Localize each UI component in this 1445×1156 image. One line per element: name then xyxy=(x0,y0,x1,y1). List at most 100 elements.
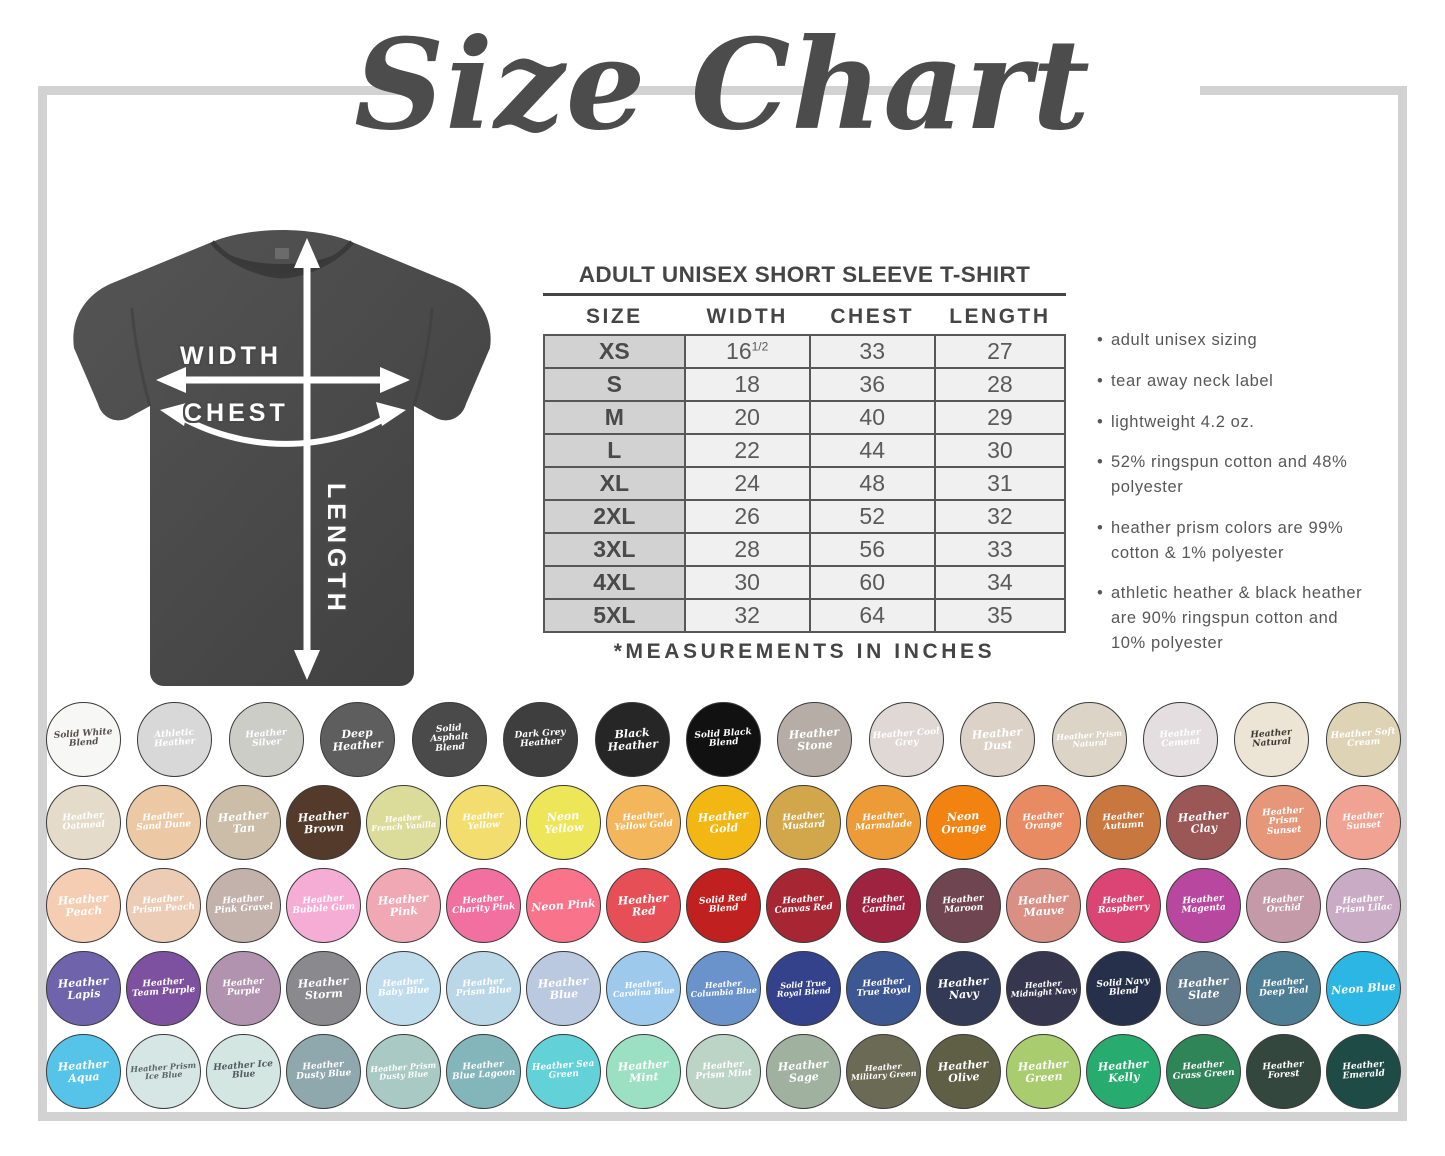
color-swatch[interactable]: Neon Pink xyxy=(526,868,601,943)
color-swatch[interactable]: Deep Heather xyxy=(320,702,396,777)
color-swatch[interactable]: Heather Prism Peach xyxy=(126,868,201,943)
color-swatch[interactable]: Heather Forest xyxy=(1246,1034,1321,1109)
color-swatch[interactable]: Heather Maroon xyxy=(926,868,1001,943)
color-swatch[interactable]: Heather Grass Green xyxy=(1166,1034,1241,1109)
color-swatch[interactable]: Heather Olive xyxy=(926,1034,1001,1109)
color-swatch[interactable]: Heather Autumn xyxy=(1086,785,1161,860)
color-swatch[interactable]: Heather Deep Teal xyxy=(1246,951,1321,1026)
cell-size: XS xyxy=(543,334,686,369)
color-swatch[interactable]: Heather Green xyxy=(1006,1034,1081,1109)
color-swatch[interactable]: Heather Baby Blue xyxy=(366,951,441,1026)
color-swatch[interactable]: Heather Blue Lagoon xyxy=(446,1034,521,1109)
color-swatch[interactable]: Solid Navy Blend xyxy=(1086,951,1161,1026)
color-swatch[interactable]: Heather Dusty Blue xyxy=(286,1034,361,1109)
color-swatch[interactable]: Heather Purple xyxy=(206,951,281,1026)
color-swatch[interactable]: Heather Cardinal xyxy=(846,868,921,943)
color-swatch[interactable]: Heather Yellow Gold xyxy=(606,785,681,860)
color-swatch[interactable]: Solid Black Blend xyxy=(685,702,761,777)
color-swatch[interactable]: Heather Red xyxy=(606,868,681,943)
color-swatch[interactable]: Black Heather xyxy=(594,702,670,777)
color-swatch[interactable]: Heather Cool Grey xyxy=(868,702,944,777)
color-swatch[interactable]: Heather Prism Blue xyxy=(446,951,521,1026)
color-swatch[interactable]: Heather Midnight Navy xyxy=(1006,951,1081,1026)
table-row: 5XL 32 64 35 xyxy=(543,598,1067,633)
color-swatch[interactable]: Heather Cement xyxy=(1143,702,1219,777)
color-swatch[interactable]: Heather Peach xyxy=(46,868,121,943)
color-swatch[interactable]: Heather Brown xyxy=(286,785,361,860)
color-swatch[interactable]: Heather Blue xyxy=(526,951,601,1026)
color-swatch[interactable]: Dark Grey Heather xyxy=(503,702,579,777)
color-swatch[interactable]: Heather Navy xyxy=(926,951,1001,1026)
color-swatch[interactable]: Heather Orchid xyxy=(1246,868,1321,943)
decorative-border xyxy=(38,86,1407,1121)
color-swatch[interactable]: Heather True Royal xyxy=(846,951,921,1026)
color-swatch[interactable]: Neon Blue xyxy=(1326,951,1401,1026)
color-swatch[interactable]: Heather Oatmeal xyxy=(46,785,121,860)
color-swatch[interactable]: Heather Military Green xyxy=(846,1034,921,1109)
color-swatch[interactable]: Heather Stone xyxy=(777,702,853,777)
color-swatch[interactable]: Heather Raspberry xyxy=(1086,868,1161,943)
shirt-chest-label: CHEST xyxy=(184,399,289,427)
color-swatch[interactable]: Heather Prism Dusty Blue xyxy=(366,1034,441,1109)
feature-item: athletic heather & black heather are 90%… xyxy=(1097,581,1375,655)
column-header-length: LENGTH xyxy=(949,305,1051,328)
color-swatch[interactable]: Heather Sunset xyxy=(1326,785,1401,860)
color-swatch[interactable]: Heather Mint xyxy=(606,1034,681,1109)
color-swatch[interactable]: Heather Slate xyxy=(1166,951,1241,1026)
color-swatch[interactable]: Heather Columbia Blue xyxy=(686,951,761,1026)
color-swatch[interactable]: Heather Yellow xyxy=(446,785,521,860)
color-swatch[interactable]: Heather Mauve xyxy=(1006,868,1081,943)
feature-item: 52% ringspun cotton and 48% polyester xyxy=(1097,450,1375,500)
color-swatch[interactable]: Heather Team Purple xyxy=(126,951,201,1026)
color-swatch[interactable]: Neon Yellow xyxy=(526,785,601,860)
swatch-label: Heather Military Green xyxy=(850,1061,917,1083)
color-swatch[interactable]: Heather Sand Dune xyxy=(126,785,201,860)
color-swatch[interactable]: Heather Aqua xyxy=(46,1034,121,1109)
color-swatch[interactable]: Heather Sage xyxy=(766,1034,841,1109)
swatch-label: Heather Mustard xyxy=(782,810,826,833)
color-swatch[interactable]: Heather Natural xyxy=(1234,702,1310,777)
color-swatch[interactable]: Heather Pink xyxy=(366,868,441,943)
color-swatch[interactable]: Solid Red Blend xyxy=(686,868,761,943)
color-swatch[interactable]: Heather Sea Green xyxy=(526,1034,601,1109)
color-swatch[interactable]: Heather Storm xyxy=(286,951,361,1026)
color-swatch[interactable]: Heather Magenta xyxy=(1166,868,1241,943)
color-swatch[interactable]: Heather Mustard xyxy=(766,785,841,860)
swatch-label: Heather Prism Peach xyxy=(132,893,196,917)
color-swatch[interactable]: Heather Prism Mint xyxy=(686,1034,761,1109)
color-swatch[interactable]: Athletic Heather xyxy=(137,702,213,777)
color-swatch[interactable]: Solid True Royal Blend xyxy=(766,951,841,1026)
color-swatch[interactable]: Heather Kelly xyxy=(1086,1034,1161,1109)
color-swatch[interactable]: Heather Ice Blue xyxy=(206,1034,281,1109)
color-swatch[interactable]: Heather Prism Sunset xyxy=(1246,785,1321,860)
color-swatch[interactable]: Heather Lapis xyxy=(46,951,121,1026)
color-swatch[interactable]: Heather Clay xyxy=(1166,785,1241,860)
swatch-label: Heather Midnight Navy xyxy=(1010,978,1078,1000)
column-header-width: WIDTH xyxy=(706,305,788,328)
color-swatch[interactable]: Heather Pink Gravel xyxy=(206,868,281,943)
color-swatch[interactable]: Heather Carolina Blue xyxy=(606,951,681,1026)
color-swatch[interactable]: Heather Dust xyxy=(960,702,1036,777)
color-swatch[interactable]: Heather Soft Cream xyxy=(1325,702,1401,777)
color-swatch[interactable]: Heather Bubble Gum xyxy=(286,868,361,943)
color-swatch[interactable]: Heather Charity Pink xyxy=(446,868,521,943)
color-swatch[interactable]: Heather Gold xyxy=(686,785,761,860)
color-swatch[interactable]: Heather Silver xyxy=(228,702,304,777)
swatch-label: Heather Dust xyxy=(971,725,1023,753)
color-swatch[interactable]: Heather Tan xyxy=(206,785,281,860)
color-swatch[interactable]: Heather Emerald xyxy=(1326,1034,1401,1109)
color-swatch[interactable]: Heather Orange xyxy=(1006,785,1081,860)
color-swatch[interactable]: Heather Prism Lilac xyxy=(1326,868,1401,943)
color-swatch[interactable]: Heather Canvas Red xyxy=(766,868,841,943)
feature-item: lightweight 4.2 oz. xyxy=(1097,410,1375,435)
color-swatch[interactable]: Heather French Vanilla xyxy=(366,785,441,860)
color-swatch[interactable]: Heather Prism Natural xyxy=(1051,702,1127,777)
color-swatch[interactable]: Solid White Blend xyxy=(46,702,121,777)
color-swatch[interactable]: Neon Orange xyxy=(926,785,1001,860)
cell-chest: 64 xyxy=(808,598,936,633)
swatch-label: Solid True Royal Blend xyxy=(776,977,832,1000)
swatch-label: Heather Prism Natural xyxy=(1055,728,1122,750)
color-swatch[interactable]: Heather Marmalade xyxy=(846,785,921,860)
color-swatch[interactable]: Heather Prism Ice Blue xyxy=(126,1034,201,1109)
color-swatch[interactable]: Solid Asphalt Blend xyxy=(411,702,487,777)
